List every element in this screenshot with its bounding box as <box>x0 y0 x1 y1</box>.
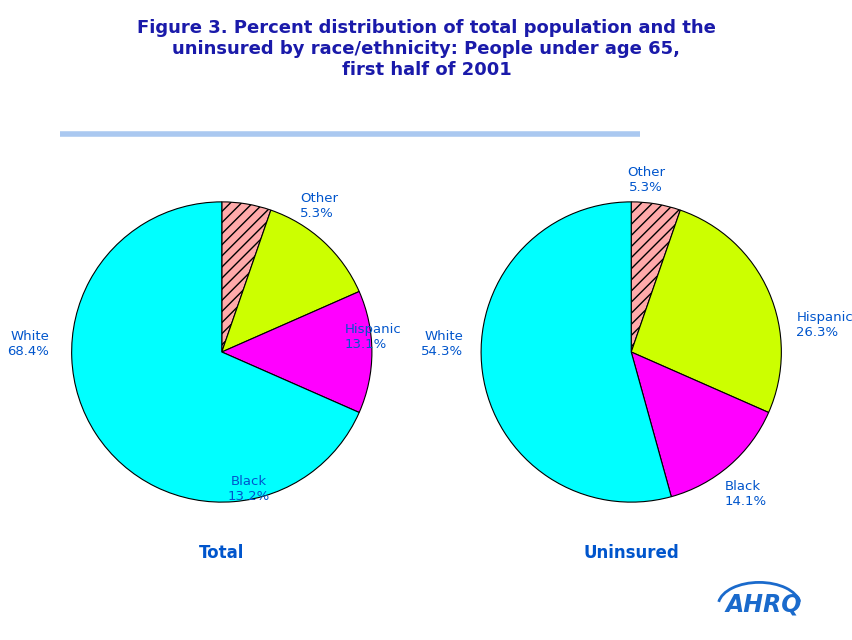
Text: White
68.4%: White 68.4% <box>8 330 49 358</box>
Wedge shape <box>630 210 780 413</box>
Text: Other
5.3%: Other 5.3% <box>626 166 665 195</box>
Text: Figure 3. Percent distribution of total population and the
uninsured by race/eth: Figure 3. Percent distribution of total … <box>137 19 715 79</box>
Wedge shape <box>630 352 768 497</box>
Text: Black
13.2%: Black 13.2% <box>227 475 269 503</box>
Text: Uninsured: Uninsured <box>583 544 678 562</box>
Text: AHRQ: AHRQ <box>724 593 801 617</box>
Wedge shape <box>222 210 359 352</box>
Text: Total: Total <box>199 544 245 562</box>
Wedge shape <box>630 202 680 352</box>
Text: White
54.3%: White 54.3% <box>420 330 463 358</box>
Text: Black
14.1%: Black 14.1% <box>723 479 766 508</box>
Wedge shape <box>72 202 359 502</box>
Text: Hispanic
26.3%: Hispanic 26.3% <box>796 311 852 339</box>
Text: Other
5.3%: Other 5.3% <box>300 192 337 220</box>
Wedge shape <box>222 202 271 352</box>
Wedge shape <box>481 202 671 502</box>
Wedge shape <box>222 291 371 413</box>
Text: Hispanic
13.1%: Hispanic 13.1% <box>344 323 401 351</box>
